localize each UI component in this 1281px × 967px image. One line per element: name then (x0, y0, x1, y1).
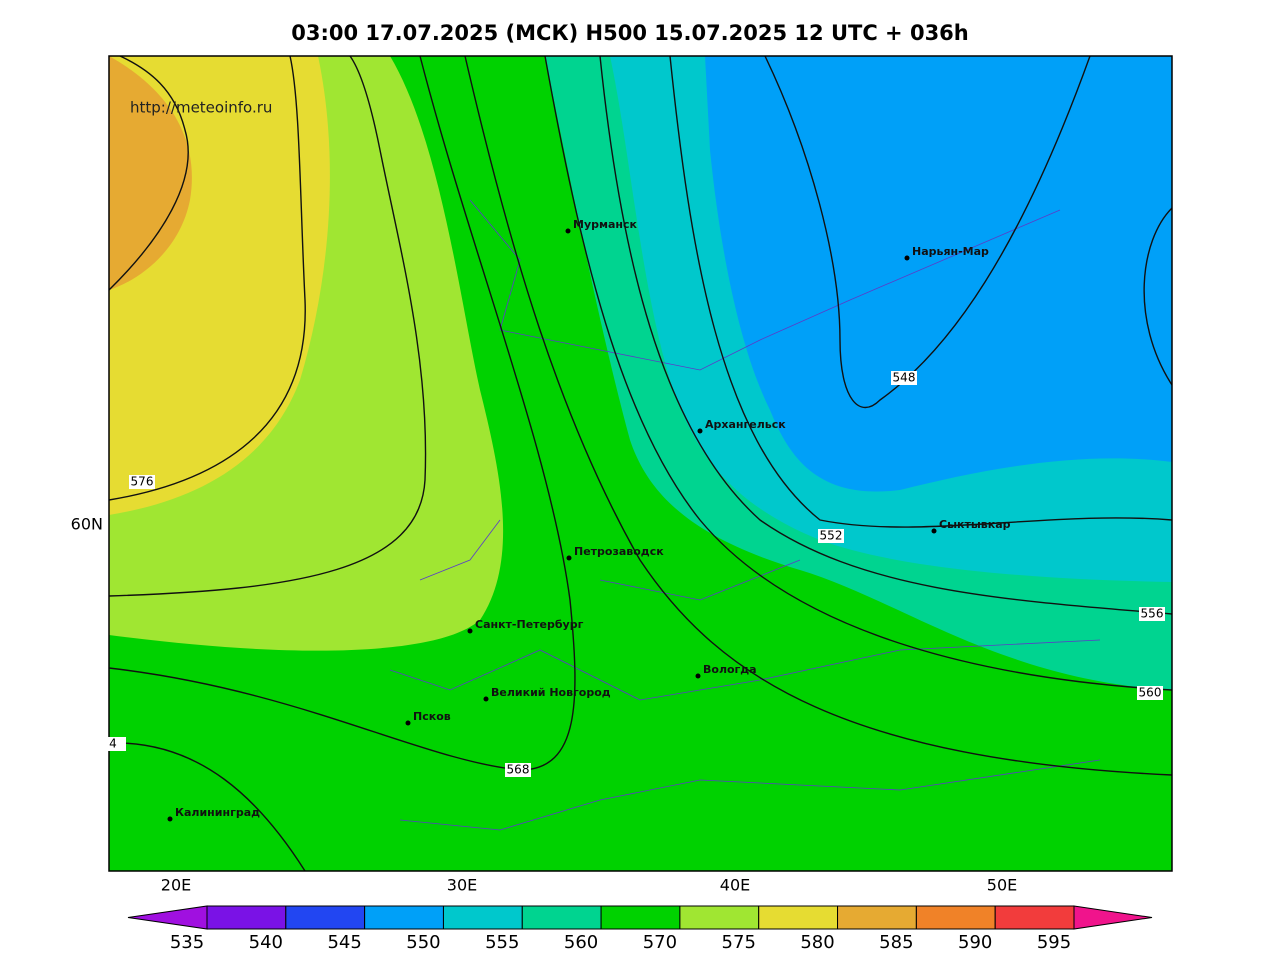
city-label: Великий Новгород (491, 686, 611, 699)
contour-line (599, 56, 1172, 615)
contour-line (109, 56, 306, 501)
colorbar-label: 590 (958, 932, 992, 953)
contour-label-bg (100, 737, 126, 751)
contour-label: 556 (1141, 607, 1164, 621)
colorbar-label: 550 (406, 932, 440, 953)
contour-label-bg (891, 371, 917, 385)
contour-label: 548 (893, 371, 916, 385)
colorbar-label: 560 (564, 932, 598, 953)
colorbar-label: 575 (722, 932, 756, 953)
contour-label: 568 (507, 763, 530, 777)
colorbar-label: 595 (1037, 932, 1071, 953)
lon-label: 20E (161, 876, 191, 895)
contour-line (109, 56, 427, 597)
borders (389, 199, 1101, 831)
city-dot (565, 228, 571, 234)
colorbar-swatch (679, 905, 760, 930)
contour-label-bg (1139, 607, 1165, 621)
contour-line (669, 56, 1172, 528)
contour-line (109, 742, 306, 871)
colorbar-swatch (600, 905, 681, 930)
colorbar-label: 580 (800, 932, 834, 953)
city-label: Псков (413, 710, 451, 723)
contour-label: 576 (131, 475, 154, 489)
colorbar-swatch (915, 905, 996, 930)
city-label: Вологда (703, 663, 757, 676)
city-label: Архангельск (705, 418, 786, 431)
city-dot (931, 528, 937, 534)
contour-line (109, 56, 189, 291)
field-545-550 (705, 56, 1172, 492)
colorbar-end (1073, 905, 1153, 930)
city-dot (483, 696, 489, 702)
colorbar-swatch (994, 905, 1075, 930)
colorbar-label: 555 (485, 932, 519, 953)
contour-label-bg (129, 475, 155, 489)
city-label: Мурманск (573, 218, 638, 231)
colorbar-label: 545 (327, 932, 361, 953)
watermark: http://meteoinfo.ru (130, 99, 272, 117)
colorbar-label: 570 (643, 932, 677, 953)
contour-line (1143, 207, 1172, 386)
contour-label-bg (505, 763, 531, 777)
contour-labels: 548 552 556 560 568 576 4 (100, 371, 1165, 777)
contour-label-bg (818, 529, 844, 543)
city-dot (467, 628, 473, 634)
city-label: Сыктывкар (939, 518, 1011, 531)
contour-line (544, 56, 1172, 691)
city-label: Нарьян-Мар (912, 245, 989, 258)
colorbar-swatch (758, 905, 839, 930)
contour-label: 560 (1139, 686, 1162, 700)
city-dot (904, 255, 910, 261)
city-dot (167, 816, 173, 822)
lon-label: 40E (720, 876, 750, 895)
axes: 20E 30E 40E 50E 60N (71, 515, 1018, 895)
city-label: Петрозаводск (574, 545, 664, 558)
city-dot (697, 428, 703, 434)
contour-label-bg (1137, 686, 1163, 700)
colorbar-label: 535 (170, 932, 204, 953)
city-label: Санкт-Петербург (475, 618, 584, 631)
contour-label: 552 (820, 529, 843, 543)
city-dot (695, 673, 701, 679)
colorbar-swatch (837, 905, 917, 930)
colorbar-swatch (206, 905, 287, 930)
colorbar-swatch (364, 905, 444, 930)
lon-label: 30E (447, 876, 477, 895)
contour-line (464, 56, 1172, 776)
colorbar-label: 540 (249, 932, 283, 953)
colorbar-swatch (442, 905, 523, 930)
map-frame (108, 55, 1173, 872)
lon-label: 50E (987, 876, 1017, 895)
lat-label: 60N (71, 515, 103, 534)
cities: Мурманск Нарьян-Мар Архангельск Сыктывкар Пе… (167, 218, 1011, 822)
title: 03:00 17.07.2025 (МСК) H500 15.07.2025 1… (291, 21, 969, 45)
contour-line (764, 56, 1091, 409)
colorbar-label: 585 (879, 932, 913, 953)
contour-label: 4 (109, 737, 117, 751)
colorbar: 535 540 545 550 555 560 570 575 580 585 590 595 (127, 905, 1153, 953)
city-dot (405, 720, 411, 726)
city-dot (566, 555, 572, 561)
field-580-585 (109, 56, 192, 290)
contour-line (109, 56, 576, 771)
colorbar-swatch (521, 905, 602, 930)
city-label: Калининград (175, 806, 260, 819)
map-area: http://meteoinfo.ru (109, 56, 1172, 871)
colorbar-swatch (285, 905, 366, 930)
colorbar-end (127, 905, 208, 930)
